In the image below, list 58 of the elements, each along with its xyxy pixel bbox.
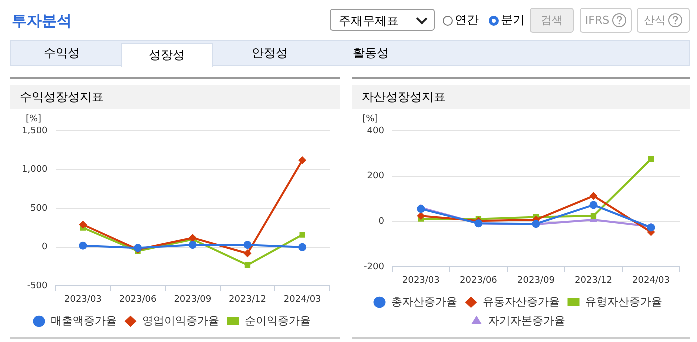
y-tick-label: 400 (367, 126, 385, 136)
x-tick-label: 2024/03 (632, 276, 670, 286)
y-axis-title: [%] (362, 114, 378, 124)
point (244, 250, 252, 258)
text: 주재무제표 (330, 9, 435, 31)
y-tick-label: 200 (367, 172, 385, 182)
x-tick-label: 2024/03 (284, 294, 322, 305)
legend-label: 유동자산증가율 (482, 295, 560, 308)
point (590, 192, 598, 200)
x-tick-label: 2023/06 (460, 276, 498, 286)
text: 산식 (637, 8, 690, 33)
text: 투자분석 (12, 12, 72, 31)
legend-label: 총자산증가율 (391, 295, 458, 308)
y-tick-label: -500 (27, 282, 48, 292)
y-tick-label: 0 (42, 242, 48, 253)
legend-label: 영업이익증가율 (142, 314, 220, 328)
chart-title: 자산성장성지표 (352, 85, 690, 109)
point (648, 156, 654, 162)
y-tick-label: 1,500 (22, 126, 48, 136)
point (590, 201, 598, 210)
x-tick-label: 2023/06 (119, 294, 158, 305)
text: 검색 (530, 8, 574, 33)
chart-title: 수익성장성지표 (10, 85, 340, 109)
legend-label: 순이익증가율 (244, 314, 311, 328)
legend-label: 자기자본증가율 (488, 314, 566, 328)
point (298, 156, 307, 164)
x-tick-label: 2023/03 (64, 294, 102, 305)
y-tick-label: 1,000 (22, 165, 48, 176)
point (590, 213, 597, 219)
text: 성장성 (121, 43, 213, 67)
point (244, 241, 252, 250)
x-tick-label: 2023/09 (174, 294, 212, 305)
x-tick-label: 2023/09 (518, 276, 556, 286)
y-tick-label: -200 (364, 262, 385, 273)
x-tick-label: 2023/03 (402, 276, 440, 286)
y-tick-label: 500 (30, 204, 48, 214)
legend-label: 매출액증가율 (50, 314, 117, 328)
point (244, 262, 251, 268)
point (79, 242, 88, 250)
text: 수익성 (43, 45, 81, 62)
point (417, 212, 426, 220)
legend-label: 유형자산증가율 (585, 295, 662, 308)
point (300, 232, 306, 238)
text: 안정성 (251, 45, 289, 62)
text: 활동성 (352, 45, 390, 62)
y-tick-label: 0 (378, 217, 385, 228)
point (79, 220, 88, 229)
point (417, 205, 426, 214)
point (298, 243, 307, 252)
point (647, 224, 656, 232)
y-axis-title: [%] (26, 114, 42, 124)
text: 분기 (500, 12, 525, 29)
text: IFRS (580, 8, 632, 33)
point (188, 234, 197, 242)
point (188, 241, 197, 250)
x-tick-label: 2023/12 (229, 294, 266, 305)
text: 연간 (454, 12, 479, 29)
x-tick-label: 2023/12 (575, 276, 612, 286)
